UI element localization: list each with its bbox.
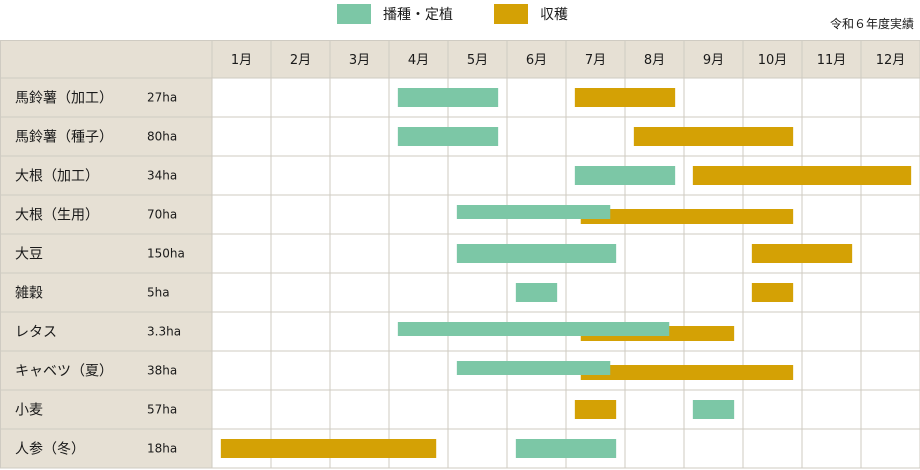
sowing-bar xyxy=(456,205,611,219)
fiscal-year-note: 令和６年度実績 xyxy=(829,17,914,31)
crop-name-label: 大根（生用） xyxy=(15,208,99,224)
crop-name-label: 大豆 xyxy=(15,247,43,263)
sowing-bar xyxy=(397,127,499,146)
crop-area-label: 150ha xyxy=(147,247,185,261)
crop-area-label: 34ha xyxy=(147,169,177,183)
harvest-bar xyxy=(580,365,794,380)
crop-area-label: 5ha xyxy=(147,286,170,300)
month-label: 12月 xyxy=(876,53,906,68)
harvest-bar xyxy=(692,166,912,185)
month-label: 6月 xyxy=(526,53,547,68)
sowing-bar xyxy=(515,283,558,302)
month-label: 2月 xyxy=(290,53,311,68)
month-label: 8月 xyxy=(644,53,665,68)
sowing-bar xyxy=(574,166,676,185)
crop-area-label: 18ha xyxy=(147,442,177,456)
legend-harvest: 収穫 xyxy=(494,4,568,24)
sowing-bar xyxy=(397,322,670,336)
crop-area-label: 57ha xyxy=(147,403,177,417)
label-column-bg xyxy=(0,40,212,468)
month-label: 1月 xyxy=(231,53,252,68)
month-label: 5月 xyxy=(467,53,488,68)
harvest-bar xyxy=(751,283,794,302)
harvest-bar xyxy=(220,439,437,458)
crop-area-label: 27ha xyxy=(147,91,177,105)
crop-area-label: 70ha xyxy=(147,208,177,222)
crop-name-label: レタス xyxy=(15,325,57,341)
crop-name-label: 馬鈴薯（加工） xyxy=(15,91,113,107)
harvest-bar xyxy=(751,244,853,263)
crop-name-label: 大根（加工） xyxy=(15,169,99,185)
crop-area-label: 38ha xyxy=(147,364,177,378)
crop-name-label: 小麦 xyxy=(15,403,43,419)
harvest-bar xyxy=(574,88,676,107)
sowing-bar xyxy=(456,361,611,375)
crop-area-label: 3.3ha xyxy=(147,325,181,339)
crop-area-label: 80ha xyxy=(147,130,177,144)
legend-sowing: 播種・定植 xyxy=(337,4,453,24)
harvest-bar xyxy=(574,400,617,419)
legend-harvest-swatch xyxy=(494,4,528,24)
crop-name-label: 雑穀 xyxy=(15,286,43,302)
harvest-bar xyxy=(633,127,794,146)
month-label: 9月 xyxy=(703,53,724,68)
month-label: 3月 xyxy=(349,53,370,68)
crop-name-label: キャベツ（夏） xyxy=(15,364,113,380)
legend-sowing-swatch xyxy=(337,4,371,24)
sowing-bar xyxy=(456,244,617,263)
sowing-bar xyxy=(397,88,499,107)
month-label: 7月 xyxy=(585,53,606,68)
legend-harvest-label: 収穫 xyxy=(540,7,568,23)
harvest-bar xyxy=(580,209,794,224)
sowing-bar xyxy=(515,439,617,458)
legend-sowing-label: 播種・定植 xyxy=(383,7,453,23)
month-label: 11月 xyxy=(817,53,847,68)
month-label: 4月 xyxy=(408,53,429,68)
month-label: 10月 xyxy=(758,53,788,68)
sowing-bar xyxy=(692,400,735,419)
crop-name-label: 人参（冬） xyxy=(15,441,85,458)
crop-name-label: 馬鈴薯（種子） xyxy=(15,130,113,146)
